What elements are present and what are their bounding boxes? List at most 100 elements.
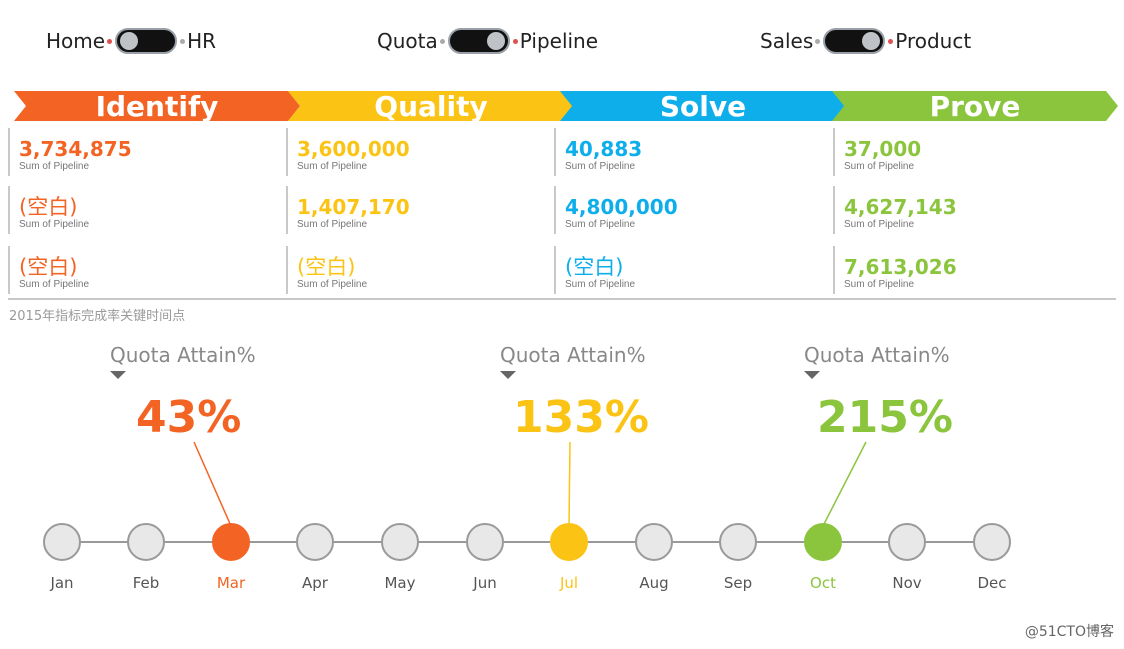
quota-title: Quota Attain% bbox=[500, 343, 646, 367]
caret-down-icon[interactable] bbox=[804, 371, 820, 379]
month-label-feb: Feb bbox=[133, 574, 160, 592]
month-marker-nov[interactable] bbox=[888, 523, 926, 561]
month-label-oct: Oct bbox=[810, 574, 836, 592]
kpi-value: (空白) bbox=[19, 255, 78, 279]
kpi-value: 37,000 bbox=[844, 137, 922, 161]
kpi-sub-label: Sum of Pipeline bbox=[297, 161, 368, 172]
quota-value-oct: 215% bbox=[817, 392, 953, 443]
month-marker-oct[interactable] bbox=[804, 523, 842, 561]
kpi-card: 37,000 Sum of Pipeline bbox=[833, 128, 1073, 176]
month-marker-apr[interactable] bbox=[296, 523, 334, 561]
kpi-value: 3,734,875 bbox=[19, 137, 132, 161]
month-label-sep: Sep bbox=[724, 574, 752, 592]
connector-line bbox=[822, 441, 867, 527]
month-marker-may[interactable] bbox=[381, 523, 419, 561]
connector-line bbox=[193, 441, 232, 527]
toggle-right-label: HR bbox=[187, 29, 216, 53]
toggle-left-label: Sales bbox=[760, 29, 814, 53]
toggle-right-label: Product bbox=[895, 29, 972, 53]
kpi-sub-label: Sum of Pipeline bbox=[844, 219, 915, 230]
month-label-jul: Jul bbox=[559, 574, 578, 592]
quota-title: Quota Attain% bbox=[804, 343, 950, 367]
toggle-dot bbox=[439, 38, 445, 44]
month-label-mar: Mar bbox=[217, 574, 246, 592]
month-label-apr: Apr bbox=[302, 574, 329, 592]
toggle-dot bbox=[512, 38, 518, 44]
kpi-card: 3,600,000 Sum of Pipeline bbox=[286, 128, 526, 176]
month-marker-aug[interactable] bbox=[635, 523, 673, 561]
toggle-right-label: Pipeline bbox=[519, 29, 599, 53]
kpi-sub-label: Sum of Pipeline bbox=[565, 219, 636, 230]
month-marker-feb[interactable] bbox=[127, 523, 165, 561]
quota-value-jul: 133% bbox=[513, 392, 649, 443]
quota-value-mar: 43% bbox=[136, 392, 242, 443]
kpi-sub-label: Sum of Pipeline bbox=[565, 279, 636, 290]
kpi-card: (空白) Sum of Pipeline bbox=[286, 246, 526, 294]
stage-quality[interactable]: Quality bbox=[288, 91, 574, 121]
toggle-switch[interactable] bbox=[447, 28, 510, 54]
month-marker-dec[interactable] bbox=[973, 523, 1011, 561]
toggle-left-label: Home bbox=[46, 29, 106, 53]
kpi-sub-label: Sum of Pipeline bbox=[844, 161, 915, 172]
kpi-card: 4,800,000 Sum of Pipeline bbox=[554, 186, 794, 234]
quota-label-mar: Quota Attain% bbox=[110, 343, 256, 379]
toggle-switch[interactable] bbox=[823, 28, 886, 54]
month-marker-mar[interactable] bbox=[212, 523, 250, 561]
month-label-dec: Dec bbox=[977, 574, 1006, 592]
toggle-switch[interactable] bbox=[115, 28, 178, 54]
kpi-card: 4,627,143 Sum of Pipeline bbox=[833, 186, 1073, 234]
kpi-value: 40,883 bbox=[565, 137, 643, 161]
kpi-sub-label: Sum of Pipeline bbox=[844, 279, 915, 290]
month-label-nov: Nov bbox=[892, 574, 921, 592]
kpi-card: 7,613,026 Sum of Pipeline bbox=[833, 246, 1073, 294]
divider bbox=[8, 298, 1116, 300]
stage-label: Solve bbox=[659, 89, 747, 123]
toggle-dot bbox=[888, 38, 894, 44]
kpi-card: 40,883 Sum of Pipeline bbox=[554, 128, 794, 176]
kpi-sub-label: Sum of Pipeline bbox=[19, 161, 90, 172]
month-label-jun: Jun bbox=[472, 574, 496, 592]
month-marker-jun[interactable] bbox=[466, 523, 504, 561]
month-marker-jan[interactable] bbox=[43, 523, 81, 561]
caret-down-icon[interactable] bbox=[110, 371, 126, 379]
stage-label: Prove bbox=[929, 89, 1021, 123]
stage-solve[interactable]: Solve bbox=[560, 91, 846, 121]
kpi-value: (空白) bbox=[565, 255, 624, 279]
stage-label: Quality bbox=[374, 89, 488, 123]
quota-label-jul: Quota Attain% bbox=[500, 343, 646, 379]
month-marker-sep[interactable] bbox=[719, 523, 757, 561]
stage-prove[interactable]: Prove bbox=[832, 91, 1118, 121]
toggle-quota-pipeline[interactable]: Quota Pipeline bbox=[377, 24, 598, 58]
toggle-sales-product[interactable]: Sales Product bbox=[760, 24, 971, 58]
toggle-dot bbox=[180, 38, 186, 44]
toggle-dot bbox=[815, 38, 821, 44]
kpi-card: (空白) Sum of Pipeline bbox=[8, 186, 248, 234]
month-label-may: May bbox=[384, 574, 415, 592]
kpi-sub-label: Sum of Pipeline bbox=[297, 219, 368, 230]
month-timeline: Jan Feb Mar Apr May Jun Jul Aug Sep Oct Nov Dec bbox=[43, 441, 1011, 592]
kpi-sub-label: Sum of Pipeline bbox=[297, 279, 368, 290]
kpi-value: 3,600,000 bbox=[297, 137, 410, 161]
toggle-left-label: Quota bbox=[377, 29, 438, 53]
kpi-sub-label: Sum of Pipeline bbox=[19, 279, 90, 290]
kpi-value: 1,407,170 bbox=[297, 195, 410, 219]
month-label-jan: Jan bbox=[49, 574, 73, 592]
timeline-caption: 2015年指标完成率关键时间点 bbox=[9, 309, 186, 324]
kpi-value: (空白) bbox=[19, 195, 78, 219]
toggle-home-hr[interactable]: Home HR bbox=[46, 24, 216, 58]
watermark: @51CTO博客 bbox=[1024, 624, 1114, 640]
kpi-value: 4,800,000 bbox=[565, 195, 678, 219]
stage-bar: Identify Quality Solve Prove bbox=[14, 91, 1118, 121]
toggle-dot bbox=[107, 38, 113, 44]
kpi-sub-label: Sum of Pipeline bbox=[565, 161, 636, 172]
kpi-card: (空白) Sum of Pipeline bbox=[8, 246, 248, 294]
stage-identify[interactable]: Identify bbox=[14, 91, 300, 121]
caret-down-icon[interactable] bbox=[500, 371, 516, 379]
kpi-sub-label: Sum of Pipeline bbox=[19, 219, 90, 230]
kpi-card: 1,407,170 Sum of Pipeline bbox=[286, 186, 526, 234]
kpi-value: (空白) bbox=[297, 255, 356, 279]
month-label-aug: Aug bbox=[639, 574, 668, 592]
quota-title: Quota Attain% bbox=[110, 343, 256, 367]
month-marker-jul[interactable] bbox=[550, 523, 588, 561]
kpi-card: (空白) Sum of Pipeline bbox=[554, 246, 794, 294]
